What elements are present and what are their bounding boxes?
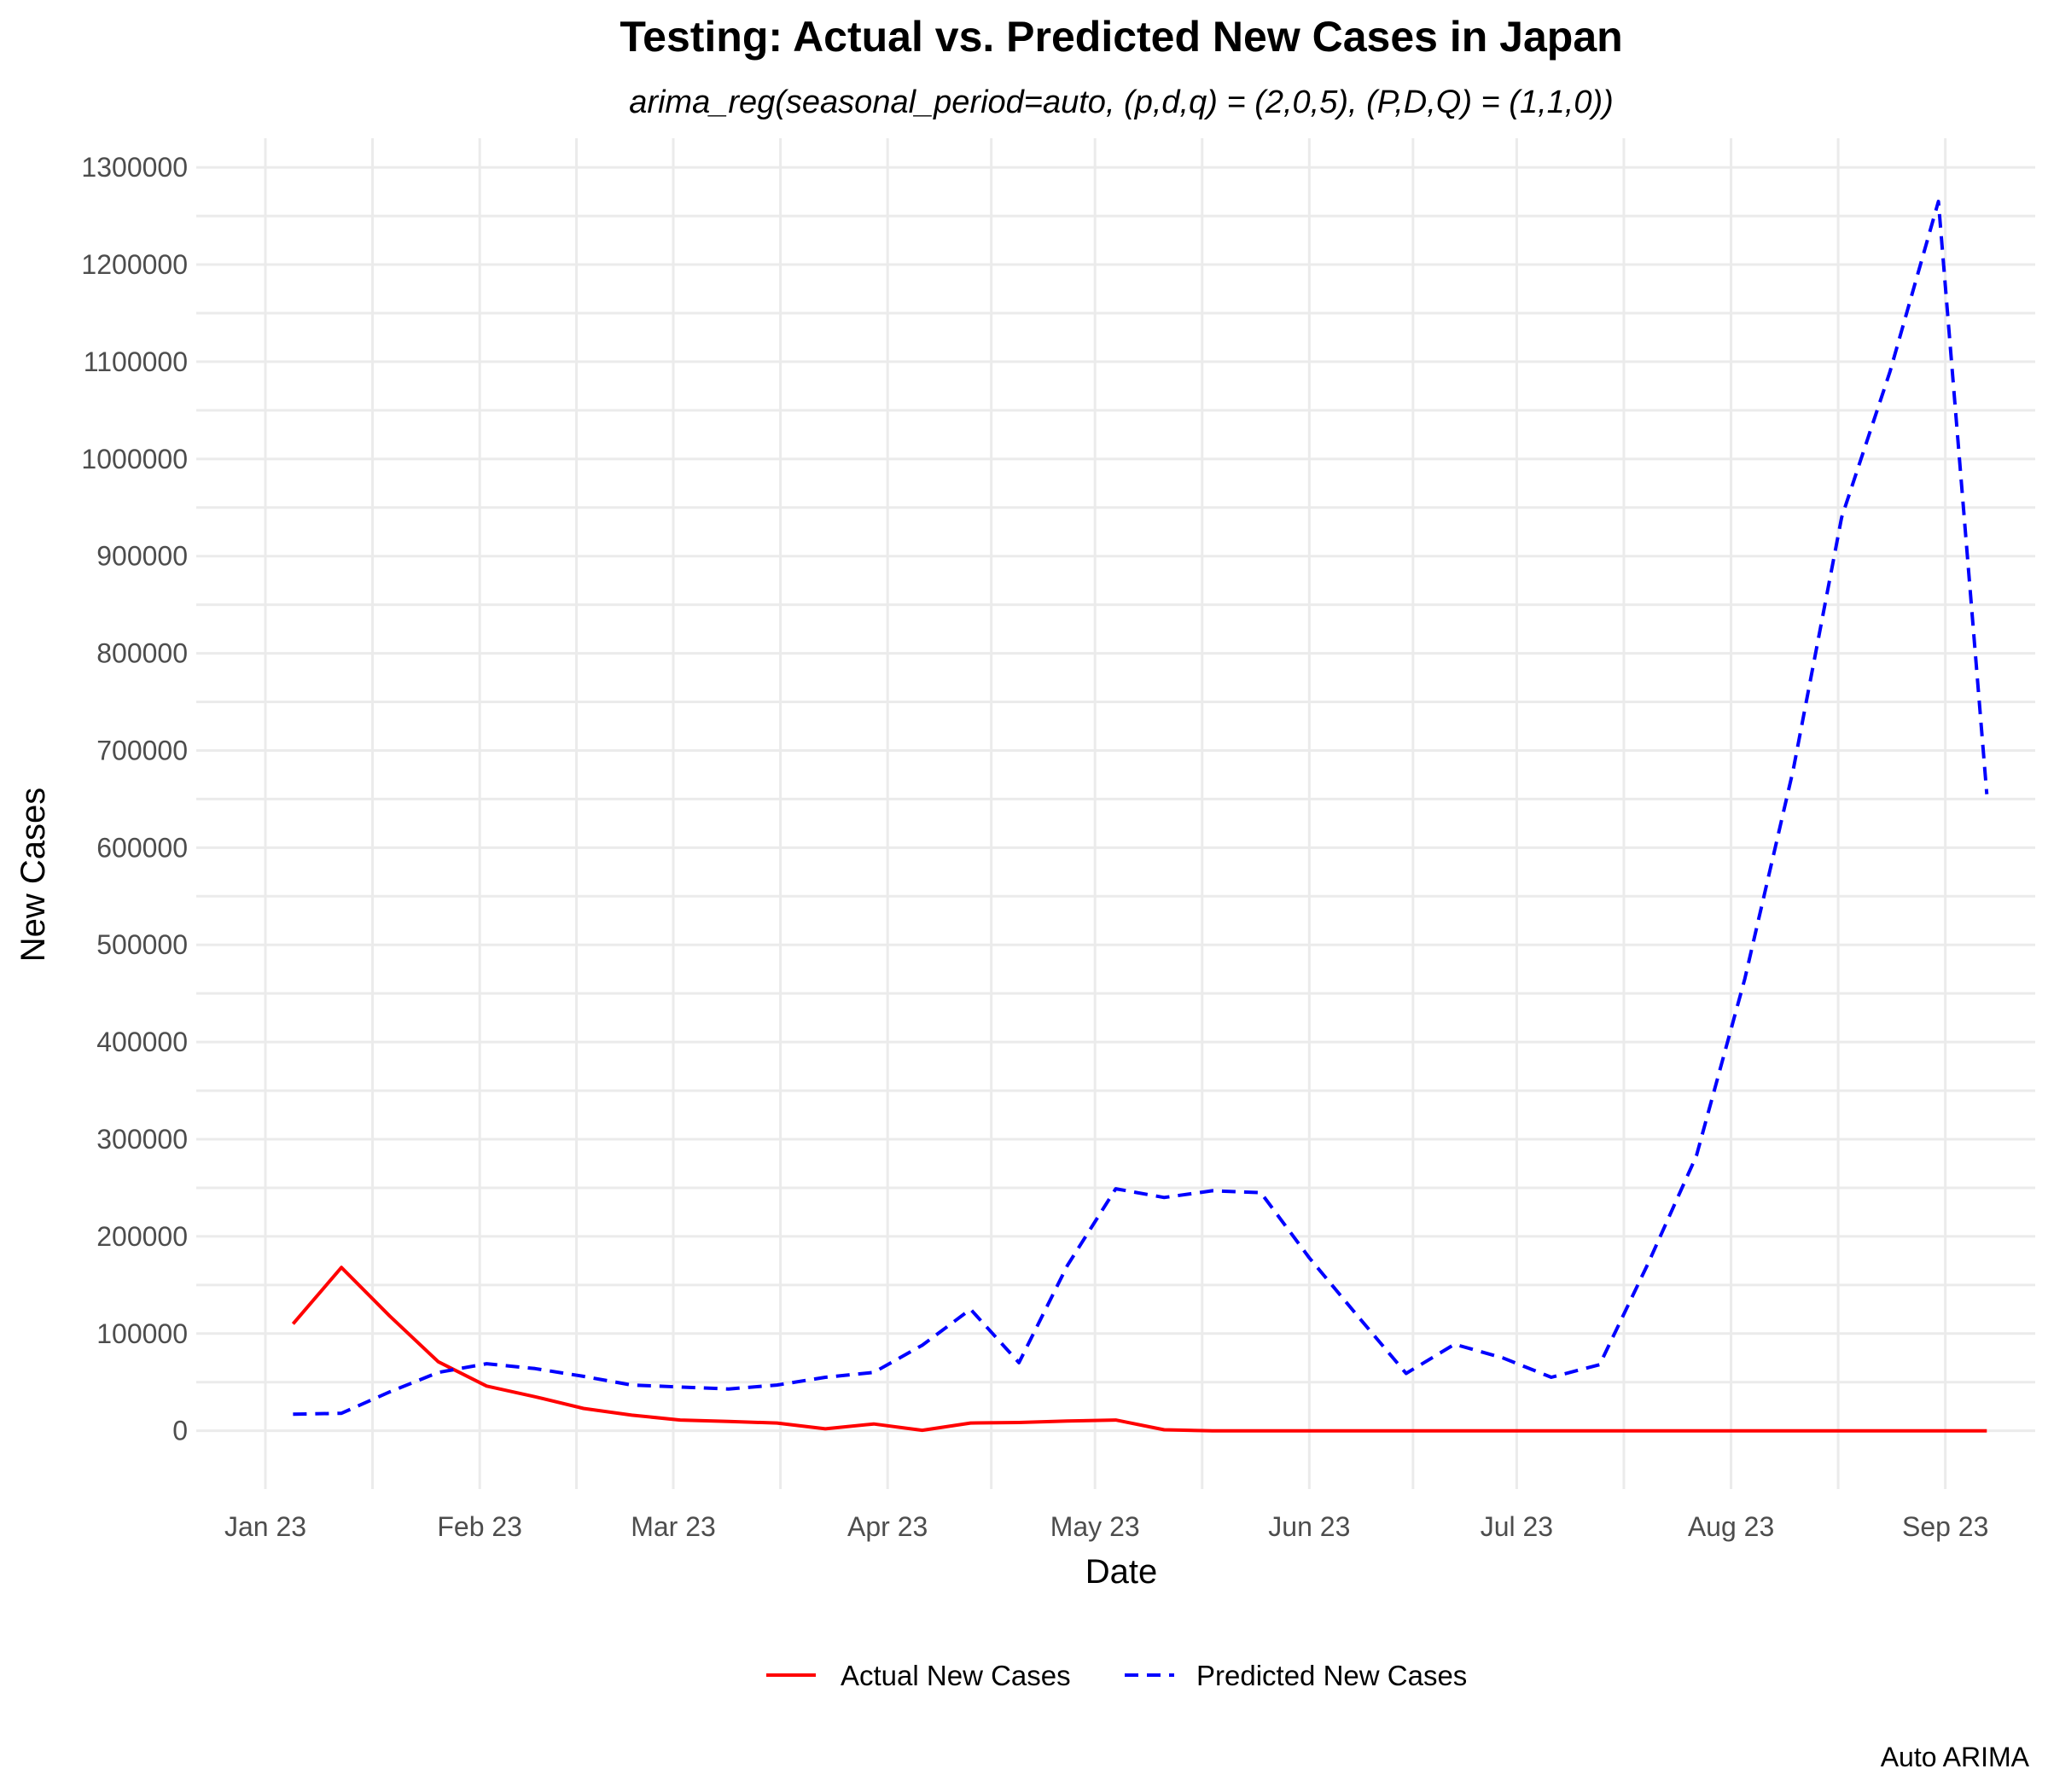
y-tick-label: 1000000 xyxy=(81,444,188,474)
y-tick-label: 1300000 xyxy=(81,152,188,183)
series-line-predicted xyxy=(293,200,1989,1417)
y-gridlines xyxy=(196,166,2035,1433)
chart-caption: Auto ARIMA xyxy=(1881,1742,2030,1772)
x-tick-label: Aug 23 xyxy=(1688,1511,1774,1542)
series-layer xyxy=(291,200,1989,1433)
x-tick-label: May 23 xyxy=(1050,1511,1140,1542)
y-tick-label: 800000 xyxy=(96,638,188,669)
series-line-actual xyxy=(291,1265,1987,1433)
y-tick-label: 100000 xyxy=(96,1318,188,1349)
y-axis-title: New Cases xyxy=(15,788,52,963)
chart-subtitle: arima_reg(seasonal_period=auto, (p,d,q) … xyxy=(629,84,1614,120)
y-tick-labels: 0 100000 200000 300000 400000 500000 600000 700… xyxy=(81,152,188,1446)
x-tick-label: Feb 23 xyxy=(437,1511,522,1542)
x-tick-labels: Jan 23 Feb 23 Mar 23 Apr 23 May 23 Jun 23 Jul … xyxy=(224,1511,1988,1542)
x-axis-title: Date xyxy=(1085,1553,1158,1591)
legend-label-predicted: Predicted New Cases xyxy=(1196,1660,1467,1691)
x-tick-label: Mar 23 xyxy=(631,1511,716,1542)
legend-label-actual: Actual New Cases xyxy=(841,1660,1071,1691)
y-tick-label: 300000 xyxy=(96,1124,188,1155)
x-tick-label: Sep 23 xyxy=(1902,1511,1988,1542)
y-tick-label: 700000 xyxy=(96,735,188,765)
chart-title: Testing: Actual vs. Predicted New Cases … xyxy=(620,13,1622,61)
x-tick-label: Jul 23 xyxy=(1481,1511,1553,1542)
y-tick-label: 0 xyxy=(172,1416,188,1446)
x-tick-label: Jan 23 xyxy=(224,1511,306,1542)
x-gridlines xyxy=(264,138,1947,1489)
y-tick-label: 900000 xyxy=(96,541,188,572)
x-tick-label: Jun 23 xyxy=(1268,1511,1350,1542)
y-tick-label: 200000 xyxy=(96,1221,188,1252)
y-tick-label: 1200000 xyxy=(81,249,188,280)
y-tick-label: 500000 xyxy=(96,929,188,960)
y-tick-label: 600000 xyxy=(96,832,188,863)
legend: Actual New Cases Predicted New Cases xyxy=(766,1660,1467,1691)
y-tick-label: 400000 xyxy=(96,1027,188,1057)
y-tick-label: 1100000 xyxy=(84,346,188,377)
x-tick-label: Apr 23 xyxy=(847,1511,928,1542)
